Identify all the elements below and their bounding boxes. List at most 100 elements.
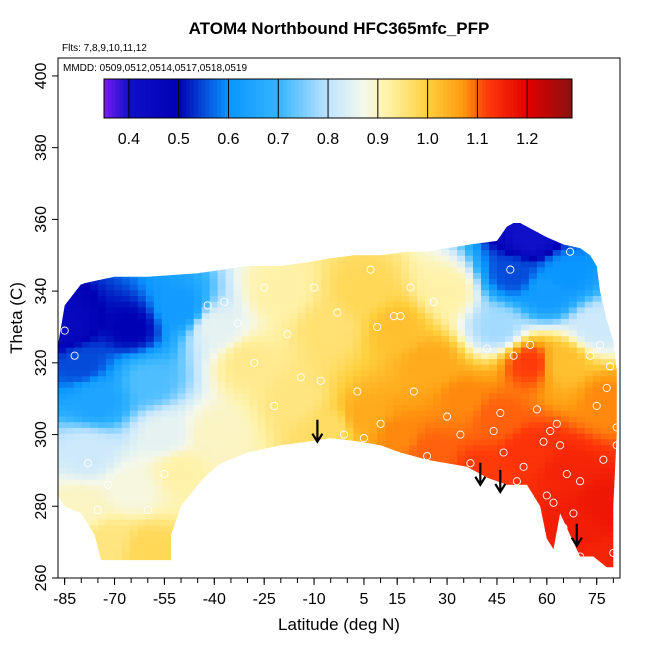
heatmap-cell [465,484,474,492]
heatmap-cell [305,387,314,394]
heatmap-cell [377,306,386,314]
heatmap-cell [329,329,338,337]
heatmap-cell [600,502,610,509]
heatmap-cell [129,341,139,348]
sample-point [549,498,558,507]
heatmap-cell [58,352,67,360]
heatmap-cell [345,387,354,394]
heatmap-cell [592,444,602,451]
heatmap-cell [465,404,474,411]
heatmap-cell [193,559,203,566]
heatmap-cell [177,479,187,486]
heatmap-cell [185,421,195,428]
heatmap-cell [584,524,594,532]
heatmap-cell [536,387,546,394]
heatmap-cell [520,347,530,354]
heatmap-cell [449,232,458,239]
heatmap-cell [289,312,299,319]
heatmap-cell [568,223,578,228]
heatmap-cell [161,542,171,549]
heatmap-cell [201,352,211,360]
heatmap-cell [185,223,195,228]
heatmap-cell [209,329,219,337]
heatmap-cell [385,542,394,549]
heatmap-cell [257,450,267,457]
heatmap-cell [129,507,139,514]
sample-point [519,462,528,471]
heatmap-cell [97,364,107,371]
heatmap-cell [305,209,314,215]
heatmap-cell [457,301,466,308]
heatmap-cell [329,456,338,463]
heatmap-cell [473,565,482,568]
heatmap-cell [497,456,506,463]
heatmap-cell [97,456,107,463]
heatmap-cell [66,341,75,348]
heatmap-cell [193,415,203,423]
heatmap-cell [561,215,570,221]
heatmap-cell [289,484,299,492]
heatmap-cell [409,421,418,428]
heatmap-cell [528,427,538,434]
heatmap-cell [520,295,530,302]
heatmap-cell [305,278,314,285]
heatmap-cell [568,433,578,440]
colorbar-segment [408,79,413,118]
heatmap-cell [465,565,474,568]
heatmap-cell [401,329,410,337]
heatmap-cell [401,364,410,371]
heatmap-cell [129,565,139,568]
heatmap-cell [608,542,617,549]
heatmap-cell [193,243,203,251]
heatmap-cell [66,547,75,555]
heatmap-cell [433,375,442,382]
heatmap-cell [145,375,155,382]
heatmap-cell [313,223,322,228]
heatmap-cell [617,554,626,560]
sample-point [605,362,615,371]
heatmap-cell [225,542,235,549]
heatmap-cell [81,223,91,228]
heatmap-cell [137,519,147,526]
heatmap-cell [568,261,578,268]
heatmap-cell [81,542,91,549]
heatmap-cell [297,438,306,446]
heatmap-cell [185,255,195,262]
heatmap-cell [520,249,530,256]
heatmap-cell [584,415,594,423]
heatmap-cell [113,547,123,555]
heatmap-cell [353,381,362,388]
heatmap-cell [576,513,586,520]
heatmap-cell [249,335,259,342]
heatmap-cell [576,370,586,377]
heatmap-cell [584,479,594,486]
heatmap-cell [89,519,99,526]
heatmap-cell [153,232,163,239]
heatmap-cell [544,496,554,503]
heatmap-cell [584,283,594,291]
heatmap-cell [497,398,506,405]
heatmap-cell [393,461,402,469]
heatmap-cell [536,479,546,486]
heatmap-cell [417,513,426,520]
heatmap-cell [217,375,227,382]
heatmap-cell [265,479,275,486]
colorbar-segment [505,79,511,118]
heatmap-cell [289,226,299,233]
heatmap-cell [201,312,211,319]
heatmap-cell [177,559,187,566]
heatmap-cell [345,283,354,291]
heatmap-cell [449,324,458,331]
heatmap-cell [145,352,155,360]
heatmap-cell [305,289,314,296]
heatmap-cell [257,341,267,348]
heatmap-cell [361,223,370,228]
heatmap-cell [568,243,578,251]
heatmap-cell [153,530,163,537]
heatmap-cell [568,398,578,405]
heatmap-cell [121,278,131,285]
colorbar-segment [552,79,557,118]
heatmap-cell [66,278,75,285]
heatmap-cell [89,450,99,457]
heatmap-cell [137,312,147,319]
